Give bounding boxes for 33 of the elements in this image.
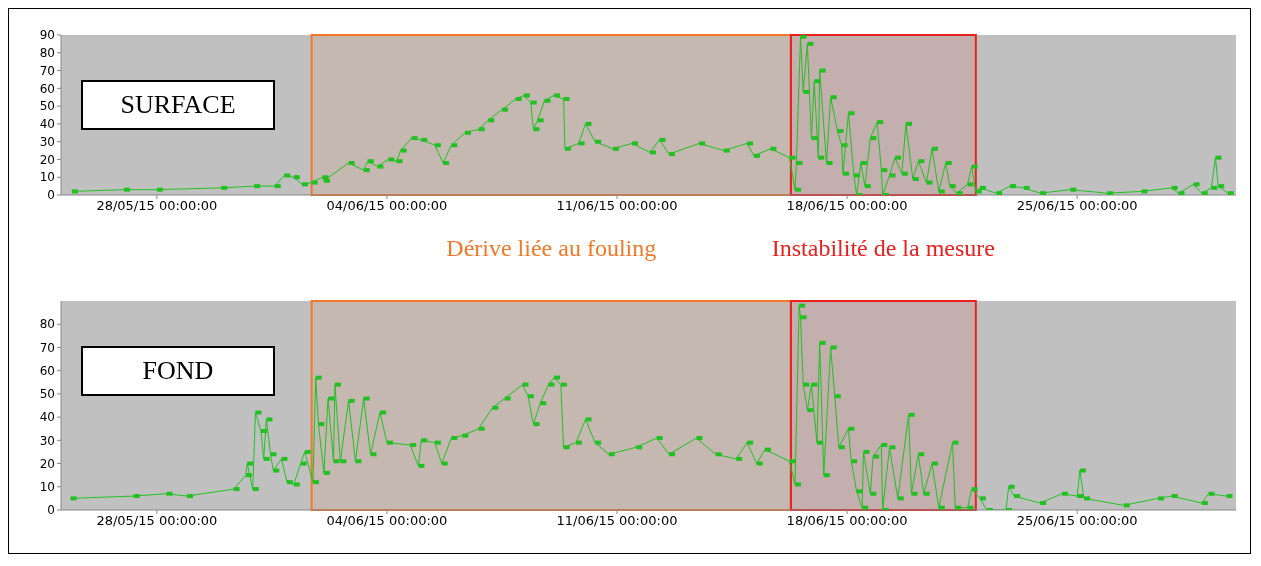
y-tick-label: 20 (39, 456, 55, 471)
y-tick-label: 10 (39, 480, 55, 495)
x-tick-label: 25/06/15 00:00:00 (1016, 198, 1138, 214)
band-label: Instabilité de la mesure (771, 235, 995, 262)
x-tick-label: 18/06/15 00:00:00 (786, 198, 908, 214)
x-tick-label: 28/05/15 00:00:00 (96, 198, 218, 214)
x-tick-label: 28/05/15 00:00:00 (96, 513, 218, 529)
x-tick-label: 18/06/15 00:00:00 (786, 513, 908, 529)
x-tick-label: 04/06/15 00:00:00 (326, 513, 448, 529)
y-tick-label: 60 (39, 81, 55, 96)
y-tick-label: 30 (39, 433, 55, 448)
x-tick-label: 04/06/15 00:00:00 (326, 198, 448, 214)
y-tick-label: 20 (39, 152, 55, 167)
y-tick-label: 30 (39, 134, 55, 149)
band-label: Dérive liée au fouling (446, 235, 657, 262)
y-tick-label: 10 (39, 170, 55, 185)
x-tick-label: 11/06/15 00:00:00 (556, 513, 678, 529)
y-tick-label: 40 (39, 410, 55, 425)
y-tick-label: 50 (39, 387, 55, 402)
y-tick-label: 90 (39, 28, 55, 43)
y-tick-label: 60 (39, 363, 55, 378)
y-tick-label: 70 (39, 340, 55, 355)
y-tick-label: 50 (39, 99, 55, 114)
y-tick-label: 40 (39, 117, 55, 132)
y-tick-label: 0 (47, 188, 55, 203)
y-tick-label: 80 (39, 46, 55, 61)
y-tick-label: 70 (39, 63, 55, 78)
y-tick-label: 80 (39, 317, 55, 332)
label-box: SURFACE (81, 80, 275, 130)
x-tick-label: 25/06/15 00:00:00 (1016, 513, 1138, 529)
x-tick-label: 11/06/15 00:00:00 (556, 198, 678, 214)
y-tick-label: 0 (47, 503, 55, 518)
label-box: FOND (81, 346, 275, 396)
